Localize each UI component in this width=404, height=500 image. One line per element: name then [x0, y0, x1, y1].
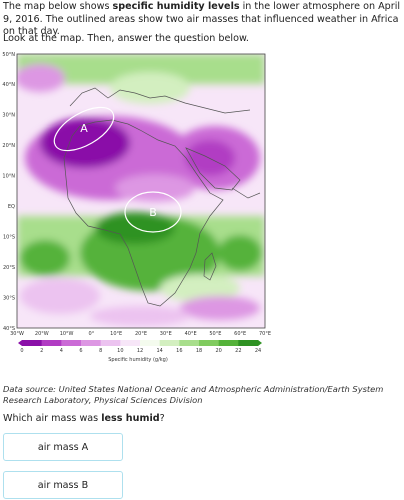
colorbar-ticks: 0 2 4 6 8 10 12 14 16 18 20 22 24 — [20, 348, 261, 354]
colorbar-tick-label: 0 — [20, 348, 23, 354]
latitude-label: 30°N — [2, 113, 15, 119]
colorbar-tick-label: 6 — [79, 348, 82, 354]
colorbar-tick-label: 2 — [40, 348, 43, 354]
colorbar-tick-label: 14 — [156, 348, 162, 354]
air-mass-b-outline — [124, 191, 182, 233]
instruction-text: Look at the map. Then, answer the questi… — [3, 33, 249, 44]
colorbar-tick-label: 8 — [99, 348, 102, 354]
air-mass-b-label: B — [149, 206, 157, 219]
colorbar-tick-label: 16 — [176, 348, 182, 354]
arabia-coastline — [185, 147, 241, 191]
question-bold: less humid — [101, 413, 160, 424]
colorbar-segment — [140, 340, 160, 346]
madagascar-coastline — [203, 252, 217, 281]
longitude-label: 40°E — [185, 331, 197, 337]
latitude-labels: 50°N 40°N 30°N 20°N 10°N EQ 10°S 20°S 30°S 40°S — [2, 52, 15, 332]
longitude-label: 10°W — [60, 331, 74, 337]
latitude-label: 50°N — [2, 52, 15, 58]
latitude-label: 40°S — [3, 326, 15, 332]
air-mass-a-outline — [53, 106, 115, 152]
colorbar-arrow-left — [18, 340, 22, 346]
colorbar-segment — [61, 340, 82, 346]
asia-coastline — [231, 187, 261, 199]
colorbar-tick-label: 24 — [255, 348, 261, 354]
colorbar-segment — [22, 340, 42, 346]
choice-air-mass-b-button[interactable]: air mass B — [3, 471, 123, 499]
air-mass-a-label: A — [80, 122, 88, 135]
colorbar-segment — [120, 340, 141, 346]
colorbar-segment — [218, 340, 239, 346]
latitude-label: 20°S — [3, 265, 15, 271]
colorbar-title: Specific humidity (g/kg) — [108, 357, 168, 363]
latitude-label: EQ — [8, 204, 15, 210]
humidity-map: A B 50°N40°N30°N20°N10°NEQ10°S20°S30°S40… — [2, 52, 271, 363]
data-source-text: Data source: United States National Ocea… — [3, 384, 384, 405]
longitude-label: 50°E — [209, 331, 221, 337]
latitude-label: 30°S — [3, 295, 15, 301]
colorbar-segment — [100, 340, 121, 346]
colorbar — [18, 340, 262, 346]
colorbar-tick-label: 18 — [196, 348, 202, 354]
latitude-label: 10°N — [2, 174, 15, 180]
colorbar-segment — [179, 340, 200, 346]
longitude-label: 70°E — [259, 331, 271, 337]
latitude-label: 20°N — [2, 143, 15, 149]
longitude-labels: 30°W 20°W 10°W 0° 10°E 20°E 30°E 40°E 50°E 60°E 70… — [10, 331, 271, 337]
colorbar-segment — [41, 340, 62, 346]
latitude-label: 10°S — [3, 234, 15, 240]
longitude-label: 30°E — [160, 331, 172, 337]
colorbar-tick-label: 10 — [117, 348, 123, 354]
question-part-1: Which air mass was — [3, 413, 102, 424]
longitude-label: 30°W — [10, 331, 24, 337]
colorbar-tick-label: 20 — [215, 348, 221, 354]
colorbar-tick-label: 12 — [137, 348, 143, 354]
question-part-2: ? — [159, 413, 165, 424]
africa-coastline — [63, 119, 224, 307]
colorbar-tick-label: 22 — [235, 348, 241, 354]
colorbar-segment — [81, 340, 101, 346]
intro-part-2: in the lower atmosphere on April 9, 2016… — [3, 1, 401, 37]
colorbar-arrow-right — [258, 340, 262, 346]
colorbar-segment — [159, 340, 180, 346]
question-text: Which air mass was less humid? — [3, 413, 165, 424]
map-frame — [16, 53, 266, 329]
colorbar-segment — [238, 340, 259, 346]
longitude-label: 0° — [89, 331, 95, 337]
longitude-label: 20°E — [135, 331, 147, 337]
intro-text: The map below shows specific humidity le… — [3, 1, 401, 39]
longitude-label: 60°E — [234, 331, 246, 337]
europe-coastline — [69, 87, 251, 114]
longitude-label: 10°E — [110, 331, 122, 337]
colorbar-segment — [199, 340, 219, 346]
colorbar-tick-label: 4 — [60, 348, 63, 354]
intro-bold: specific humidity levels — [112, 1, 240, 12]
choice-air-mass-a-button[interactable]: air mass A — [3, 433, 123, 461]
longitude-label: 20°W — [35, 331, 49, 337]
intro-part-1: The map below shows — [3, 1, 113, 12]
latitude-label: 40°N — [2, 82, 15, 88]
